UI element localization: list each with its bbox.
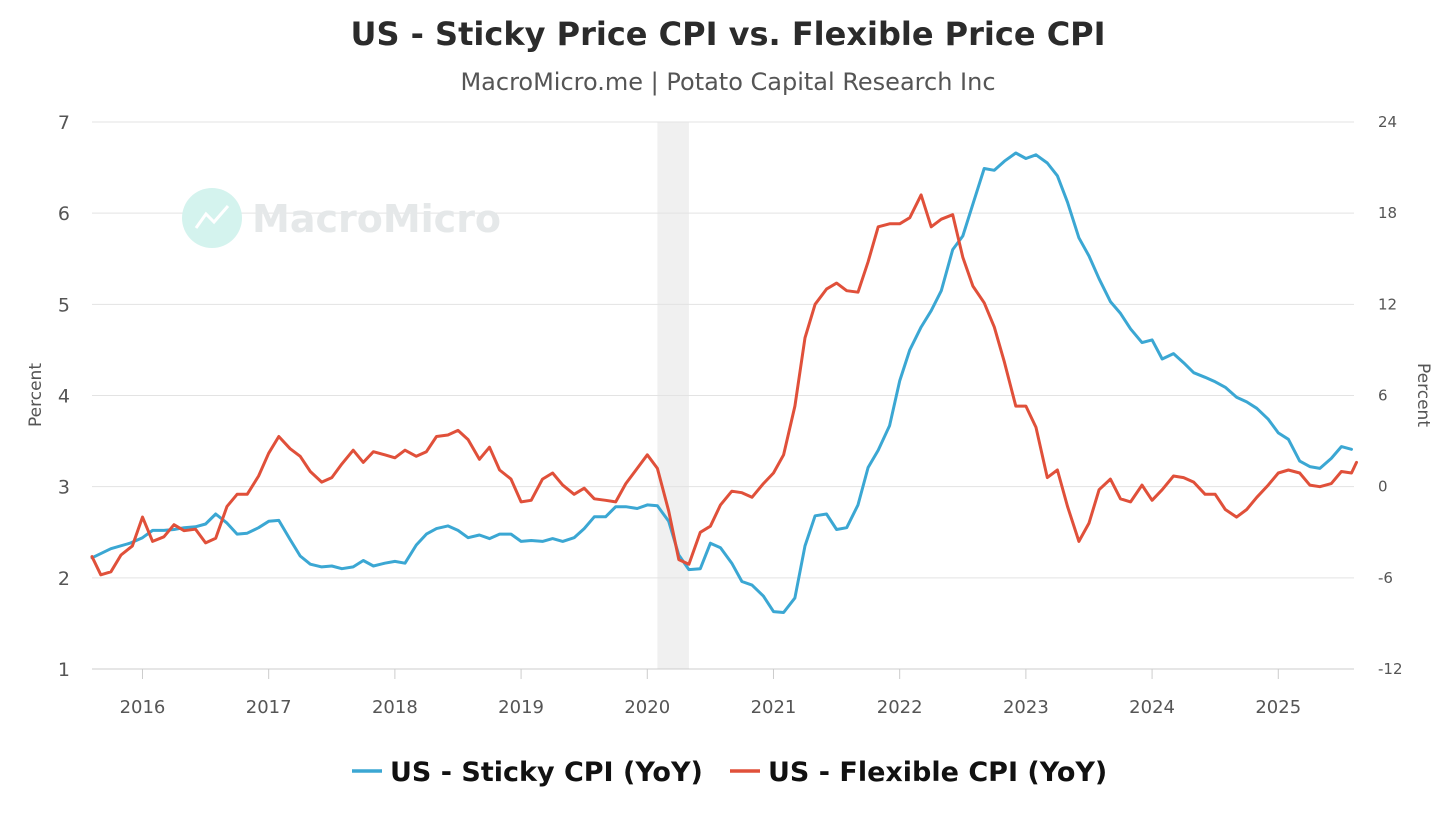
y-right-tick-label: 24: [1378, 113, 1397, 131]
logo-chart-glyph: [194, 205, 230, 229]
gridlines: [92, 121, 1354, 579]
sticky-cpi-line[interactable]: [90, 151, 1353, 614]
x-tick-label: 2021: [751, 697, 797, 718]
y-left-tick-label: 5: [58, 294, 70, 316]
x-tick-label: 2020: [624, 697, 670, 718]
y-axis-left-title: Percent: [26, 363, 46, 427]
y-left-tick-label: 3: [58, 477, 70, 499]
y-right-tick-label: 0: [1378, 478, 1388, 496]
y-right-tick-label: 18: [1378, 204, 1397, 222]
x-tick-label: 2016: [120, 697, 166, 718]
series-layer: [90, 151, 1358, 614]
y-left-tick-label: 4: [58, 386, 70, 408]
y-right-tick-label: -6: [1378, 569, 1393, 587]
legend-flexible-label[interactable]: US - Flexible CPI (YoY): [768, 757, 1107, 788]
chart-subtitle: MacroMicro.me | Potato Capital Research …: [460, 68, 995, 96]
x-tick-label: 2024: [1129, 697, 1175, 718]
x-tick-label: 2022: [877, 697, 923, 718]
x-tick-label: 2025: [1255, 697, 1301, 718]
legend: US - Sticky CPI (YoY) US - Flexible CPI …: [352, 757, 1107, 788]
watermark-text: MacroMicro: [252, 197, 501, 241]
x-tick-label: 2023: [1003, 697, 1049, 718]
y-left-tick-label: 2: [58, 568, 70, 590]
flexible-cpi-line[interactable]: [90, 193, 1358, 577]
x-tick-label: 2017: [246, 697, 292, 718]
y-left-tick-label: 1: [58, 659, 70, 681]
y-right-tick-label: 12: [1378, 295, 1397, 313]
chart-title: US - Sticky Price CPI vs. Flexible Price…: [350, 15, 1105, 53]
y-left-tick-label: 6: [58, 203, 70, 225]
x-tick-label: 2019: [498, 697, 544, 718]
x-tick-label: 2018: [372, 697, 418, 718]
y-left-tick-label: 7: [58, 112, 70, 134]
y-axis-right-title: Percent: [1413, 363, 1433, 427]
legend-sticky-label[interactable]: US - Sticky CPI (YoY): [390, 757, 703, 788]
y-right-tick-label: -12: [1378, 660, 1403, 678]
y-right-tick-label: 6: [1378, 387, 1388, 405]
watermark: MacroMicro: [182, 188, 501, 248]
